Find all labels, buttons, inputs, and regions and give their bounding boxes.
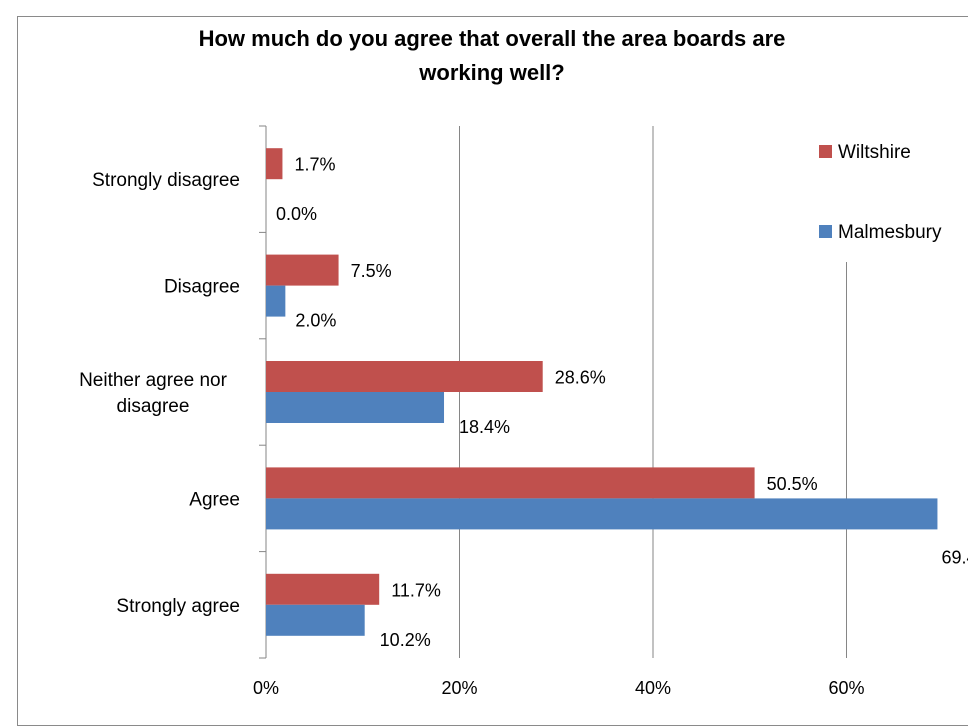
bar-wiltshire [266, 573, 380, 605]
legend-label: Wiltshire [838, 142, 911, 163]
legend: Wiltshire Malmesbury [819, 142, 942, 243]
bar-wiltshire [266, 361, 543, 392]
data-label: 0.0% [276, 204, 317, 224]
category-labels: Strongly disagree Disagree Neither agree n… [79, 170, 240, 617]
data-labels: 1.7% 0.0% 7.5% 2.0% 28.6% 18.4% 50.5% 69.4% 11.7… [276, 155, 968, 650]
data-label: 7.5% [351, 261, 392, 281]
data-label: 18.4% [459, 417, 510, 437]
category-label: Strongly agree [116, 596, 240, 617]
chart-title: How much do you agree that overall the a… [199, 26, 786, 85]
bar-malmesbury [266, 604, 365, 636]
bar-malmesbury [266, 498, 938, 530]
chart-title-line: working well? [418, 60, 564, 85]
bar-malmesbury [266, 285, 286, 317]
legend-label: Malmesbury [838, 222, 942, 243]
bar-wiltshire [266, 148, 283, 180]
x-tick-label: 40% [635, 678, 671, 698]
data-label: 10.2% [380, 630, 431, 650]
axes [259, 125, 267, 659]
category-label: disagree [117, 396, 190, 417]
data-label: 11.7% [391, 580, 441, 600]
x-tick-label: 0% [253, 678, 279, 698]
x-tick-label: 60% [828, 678, 864, 698]
bar-malmesbury [266, 392, 445, 423]
data-label: 28.6% [555, 368, 606, 388]
bars [266, 148, 938, 636]
legend-swatch-malmesbury [819, 225, 832, 238]
category-label: Neither agree nor [79, 370, 228, 391]
legend-swatch-wiltshire [819, 145, 832, 158]
data-label: 1.7% [294, 155, 335, 175]
category-label: Strongly disagree [92, 170, 240, 191]
x-tick-label: 20% [441, 678, 477, 698]
x-tick-labels: 0% 20% 40% 60% [253, 678, 865, 698]
data-label: 2.0% [295, 311, 336, 331]
bar-wiltshire [266, 467, 755, 499]
chart-title-line: How much do you agree that overall the a… [199, 26, 786, 51]
bar-wiltshire [266, 254, 339, 286]
category-label: Agree [189, 489, 240, 510]
data-label: 50.5% [767, 474, 818, 494]
data-label: 69.4% [941, 547, 968, 567]
category-label: Disagree [164, 277, 240, 298]
